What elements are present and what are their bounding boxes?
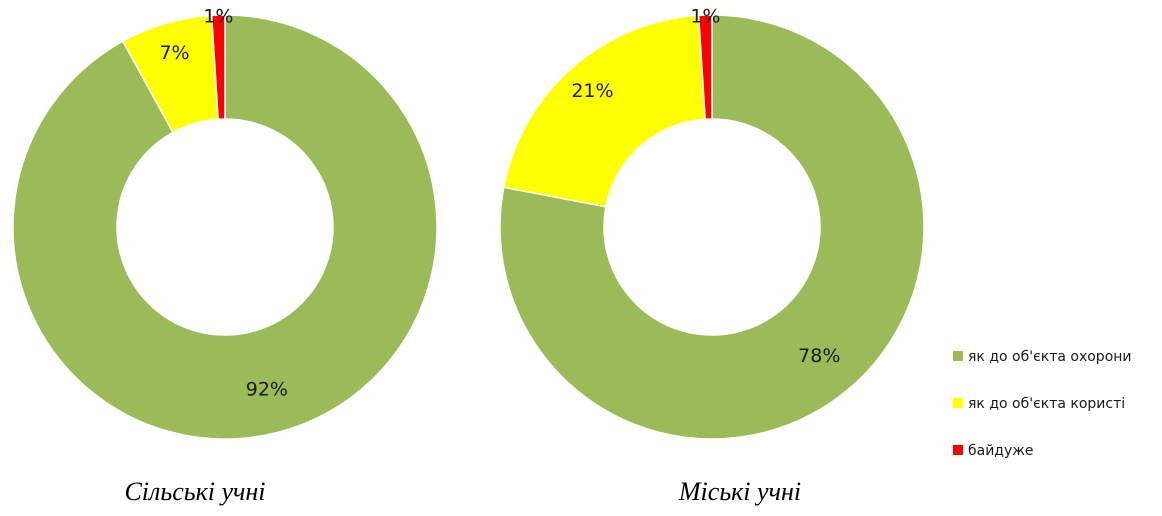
legend: як до об'єкта охорони як до об'єкта кори…: [953, 349, 1132, 459]
legend-swatch-benefit: [953, 398, 963, 408]
legend-swatch-indifferent: [953, 445, 963, 455]
data-label-protection: 92%: [246, 379, 288, 401]
data-label-indifferent: 1%: [690, 6, 720, 28]
slice-protection: [499, 14, 925, 440]
slice-indifferent: [697, 14, 713, 121]
legend-label-indifferent: байдуже: [968, 443, 1034, 459]
data-label-indifferent: 1%: [203, 6, 233, 28]
slice-indifferent: [210, 14, 226, 121]
legend-swatch-protection: [953, 351, 963, 361]
data-label-benefit: 21%: [571, 80, 613, 102]
data-label-protection: 78%: [798, 345, 840, 367]
legend-label-protection: як до об'єкта охорони: [968, 349, 1132, 365]
caption-rural: Сільські учні: [124, 477, 265, 506]
legend-label-benefit: як до об'єкта користі: [968, 396, 1125, 412]
slice-protection: [12, 14, 438, 440]
slice-benefit: [502, 14, 707, 208]
data-label-benefit: 7%: [159, 42, 189, 64]
caption-urban: Міські учні: [678, 477, 801, 506]
donut-chart-urban: 78% 21% 1%: [499, 6, 925, 440]
donut-chart-rural: 92% 7% 1%: [12, 6, 438, 440]
